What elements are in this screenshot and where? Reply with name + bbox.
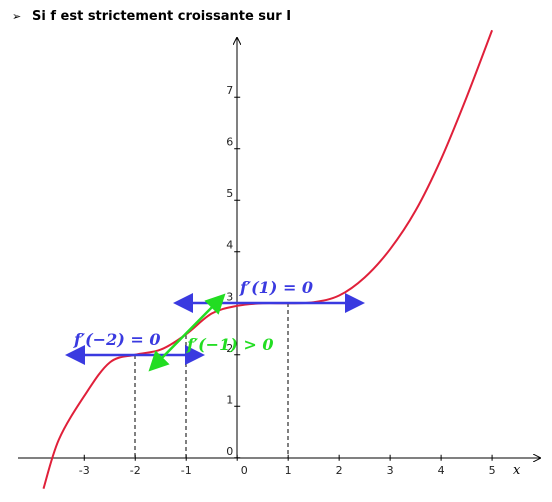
curve — [42, 29, 494, 489]
y-tick-label: 2 — [226, 342, 233, 355]
curve-layer — [42, 29, 494, 489]
y-tick-label: 7 — [226, 84, 233, 97]
y-tick-label: 6 — [226, 136, 233, 149]
y-tick-label: 4 — [226, 239, 233, 252]
x-tick-label: -2 — [130, 464, 141, 477]
y-tick-label: 1 — [226, 393, 233, 406]
x-tick-label: 5 — [489, 464, 496, 477]
x-tick-label: 1 — [285, 464, 292, 477]
x-axis-label: x — [513, 463, 521, 478]
x-tick-label: 0 — [241, 464, 248, 477]
x-tick-label: 3 — [387, 464, 394, 477]
bullet: ➢ — [12, 10, 21, 23]
guides — [134, 303, 289, 458]
annotation: f′(1) = 0 — [239, 278, 313, 297]
tangent — [148, 293, 226, 372]
y-tick-label: 3 — [226, 290, 233, 303]
annotation: f′(−2) = 0 — [73, 330, 160, 349]
annotation: f′(−1) > 0 — [186, 335, 273, 354]
y-tick-label: 5 — [226, 187, 233, 200]
heading: Si f est strictement croissante sur I — [32, 9, 291, 24]
x-tick-label: 4 — [438, 464, 445, 477]
y-tick-label: 0 — [226, 445, 233, 458]
x-tick-label: -3 — [79, 464, 90, 477]
x-tick-label: 2 — [336, 464, 343, 477]
x-tick-label: -1 — [181, 464, 192, 477]
